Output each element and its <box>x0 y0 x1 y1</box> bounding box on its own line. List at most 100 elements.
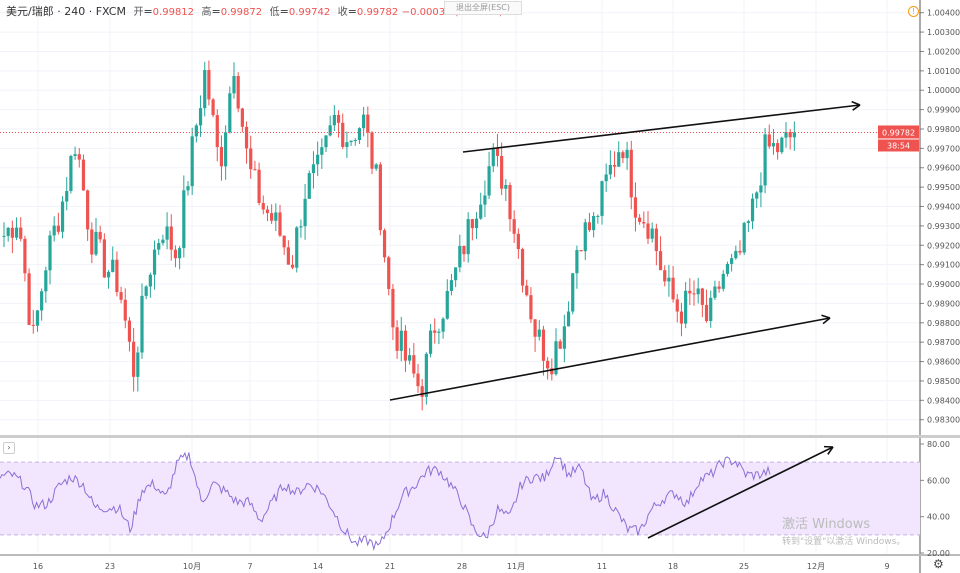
candle-body <box>792 132 796 138</box>
rsi-band <box>0 462 920 535</box>
price-tick-label: 0.99800 <box>927 125 960 134</box>
candle-body <box>140 295 144 353</box>
candle-body <box>625 149 629 159</box>
price-tick-label: 0.98900 <box>927 299 960 308</box>
chevron-right-icon[interactable]: › <box>3 442 15 454</box>
price-tick-label: 0.99200 <box>927 241 960 250</box>
candle-body <box>14 227 19 238</box>
candle-body <box>454 267 458 281</box>
price-tick-label: 0.98300 <box>927 416 960 425</box>
price-tick-label: 0.99400 <box>927 203 960 212</box>
price-tick-label: 0.99600 <box>927 164 960 173</box>
candle-body <box>387 257 391 289</box>
candle-body <box>40 291 44 311</box>
candle-body <box>215 115 219 148</box>
candle-body <box>23 238 27 274</box>
candle-body <box>182 190 186 249</box>
candle-body <box>546 360 550 369</box>
candle-body <box>102 239 106 278</box>
candle-body <box>69 156 73 191</box>
pane-separator <box>0 435 960 438</box>
candle-body <box>282 235 286 248</box>
candle-body <box>654 228 658 252</box>
candle-body <box>512 219 516 234</box>
candle-body <box>278 212 282 236</box>
high-label: 高 <box>201 7 212 18</box>
candle-body <box>228 93 232 133</box>
price-tick-label: 0.98800 <box>927 319 960 328</box>
candle-body <box>161 239 165 244</box>
gear-icon[interactable]: ⚙ <box>933 557 944 571</box>
candle-body <box>508 185 512 220</box>
candle-body <box>190 136 194 187</box>
candle-body <box>776 143 780 153</box>
price-tick-label: 1.00400 <box>927 9 960 18</box>
close-label: 收 <box>337 7 348 18</box>
candle-body <box>311 164 316 174</box>
candle-body <box>286 247 290 265</box>
rsi-trendline <box>647 446 834 539</box>
rsi-trendline-arrowhead <box>827 446 834 455</box>
candle-body <box>437 331 441 333</box>
candle-body <box>495 147 500 156</box>
candle-body <box>328 125 332 136</box>
exit-fullscreen-button[interactable]: 退出全屏(ESC) <box>444 1 522 15</box>
candle-body <box>500 155 504 189</box>
candle-body <box>403 330 408 361</box>
candle-body <box>525 285 529 296</box>
price-tick-label: 0.99100 <box>927 261 960 270</box>
candle-body <box>734 250 738 259</box>
candle-body <box>658 251 663 271</box>
candle-body <box>663 270 667 282</box>
candle-body <box>345 142 349 147</box>
low-value: 0.99742 <box>288 7 331 18</box>
countdown-label: 38:54 <box>887 141 910 150</box>
candle-body <box>441 318 445 332</box>
candle-body <box>111 259 115 272</box>
candle-body <box>257 169 261 203</box>
candle-body <box>299 226 303 228</box>
candle-body <box>6 227 10 236</box>
candle-body <box>370 132 374 169</box>
price-tick-label: 0.99700 <box>927 144 960 153</box>
candle-body <box>2 235 6 237</box>
candle-body <box>491 147 495 167</box>
candle-body <box>638 217 642 222</box>
candle-body <box>127 320 132 342</box>
last-price-label-bg <box>878 125 919 139</box>
candle-body <box>173 249 178 259</box>
rsi-tick-label: 20.00 <box>927 549 950 558</box>
candle-body <box>692 293 696 295</box>
time-tick-label: 7 <box>247 562 252 571</box>
candle-body <box>583 222 587 252</box>
candle-body <box>592 216 596 231</box>
lower-trendline <box>389 317 831 401</box>
candle-body <box>763 134 767 186</box>
warning-icon[interactable]: ! <box>908 6 919 17</box>
candle-body <box>86 190 90 230</box>
countdown-bg <box>878 139 919 152</box>
candle-body <box>265 209 270 214</box>
candle-body <box>316 154 320 165</box>
candle-body <box>479 204 483 219</box>
time-tick-label: 18 <box>668 562 678 571</box>
rsi-tick-label: 80.00 <box>927 440 950 449</box>
symbol-name[interactable]: 美元/瑞郎 <box>6 5 54 18</box>
last-price-label: 0.99782 <box>882 128 915 137</box>
candle-body <box>35 310 40 326</box>
candle-body <box>696 288 700 295</box>
candle-body <box>90 229 94 255</box>
time-tick-label: 11月 <box>507 562 525 571</box>
time-tick-label: 10月 <box>183 562 201 571</box>
candle-body <box>144 286 148 296</box>
candle-body <box>198 108 203 126</box>
candle-body <box>412 355 416 374</box>
candle-body <box>604 174 608 182</box>
candle-body <box>211 99 215 116</box>
candle-body <box>73 154 77 157</box>
candle-body <box>420 386 424 397</box>
candle-body <box>738 250 742 253</box>
candle-body <box>537 329 541 337</box>
candle-body <box>579 250 583 252</box>
